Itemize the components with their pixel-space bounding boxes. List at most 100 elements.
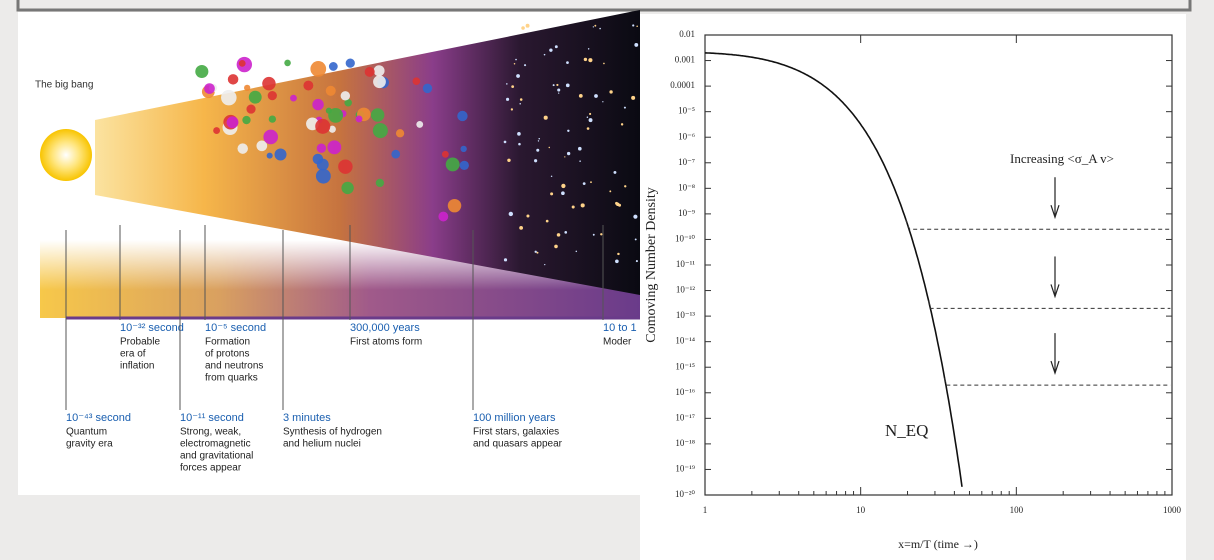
event-time: 10⁻³² second <box>120 322 184 334</box>
particle <box>312 99 323 110</box>
star <box>594 25 596 27</box>
star <box>561 191 565 195</box>
star <box>621 123 623 125</box>
star <box>516 74 520 78</box>
event-time: 10⁻⁴³ second <box>66 412 131 424</box>
y-tick-label: 10⁻¹¹ <box>676 259 695 269</box>
particle <box>317 159 329 171</box>
star <box>636 25 638 27</box>
event-text: forces appear <box>180 463 242 474</box>
star <box>594 94 598 98</box>
curve-label: N_EQ <box>885 421 928 440</box>
star <box>549 147 550 148</box>
star <box>617 253 619 255</box>
particle <box>262 77 275 90</box>
y-tick-label: 10⁻¹⁶ <box>675 387 695 397</box>
y-tick-label: 10⁻¹⁰ <box>675 234 695 244</box>
figure-title: The big bang <box>35 80 93 91</box>
particle <box>327 140 341 154</box>
y-tick-label: 10⁻⁶ <box>678 131 695 141</box>
star <box>584 58 587 61</box>
particle <box>446 157 460 171</box>
frame <box>18 0 1190 10</box>
particle <box>303 81 313 91</box>
y-tick-label: 10⁻¹⁴ <box>675 336 695 346</box>
y-tick-label: 10⁻¹⁷ <box>675 412 695 422</box>
particle <box>346 59 355 68</box>
star <box>544 54 546 56</box>
particle <box>438 212 448 222</box>
particle <box>249 91 262 104</box>
particle <box>204 83 215 94</box>
star <box>633 215 637 219</box>
star <box>517 132 521 136</box>
particle <box>356 115 363 122</box>
star <box>588 48 589 49</box>
particle <box>328 108 343 123</box>
star <box>538 138 539 139</box>
star <box>558 93 559 94</box>
star <box>567 130 569 132</box>
star <box>624 107 626 109</box>
particle <box>365 67 375 77</box>
particle <box>268 91 277 100</box>
star <box>518 143 521 146</box>
particle <box>267 153 273 159</box>
star <box>587 116 588 117</box>
y-tick-label: 10⁻²⁰ <box>675 489 695 499</box>
star <box>593 26 594 27</box>
particle <box>416 121 423 128</box>
star <box>511 85 514 88</box>
y-tick-label: 10⁻⁹ <box>678 208 695 218</box>
star <box>599 28 601 30</box>
star <box>581 203 585 207</box>
event-text: from quarks <box>205 373 258 384</box>
event-time: 10⁻⁵ second <box>205 322 266 334</box>
particle <box>237 143 247 153</box>
sun <box>40 129 92 181</box>
star <box>636 260 638 262</box>
particle <box>413 77 421 85</box>
star <box>538 140 539 141</box>
particle <box>423 84 432 93</box>
star <box>526 24 530 28</box>
star <box>590 181 592 183</box>
particle <box>195 65 208 78</box>
star <box>613 171 616 174</box>
star <box>572 206 575 209</box>
y-tick-label: 10⁻¹⁹ <box>675 464 695 474</box>
y-tick-label: 10⁻⁵ <box>678 106 695 116</box>
star <box>550 192 553 195</box>
particle <box>228 74 239 85</box>
particle <box>242 116 250 124</box>
particle <box>373 75 386 88</box>
particle <box>284 60 291 67</box>
star <box>632 24 634 26</box>
star <box>506 98 509 101</box>
particle <box>315 119 330 134</box>
particle <box>371 108 385 122</box>
particle <box>326 86 336 96</box>
particle <box>460 146 466 152</box>
particle <box>290 95 297 102</box>
particle <box>310 61 326 77</box>
event-text: Quantum <box>66 427 107 438</box>
star <box>567 152 570 155</box>
star <box>535 251 537 253</box>
event-time: 100 million years <box>473 412 556 424</box>
x-tick-label: 100 <box>1010 505 1024 515</box>
star <box>521 26 525 30</box>
particle <box>239 60 246 67</box>
star <box>556 84 558 86</box>
event-text: Formation <box>205 337 250 348</box>
particle <box>391 150 400 159</box>
star <box>506 83 508 85</box>
y-tick-label: 10⁻¹² <box>676 285 695 295</box>
particle <box>448 199 461 212</box>
star <box>578 147 582 151</box>
star <box>634 43 638 47</box>
event-text: of protons <box>205 349 249 360</box>
particle <box>227 116 239 128</box>
particle <box>341 182 353 194</box>
